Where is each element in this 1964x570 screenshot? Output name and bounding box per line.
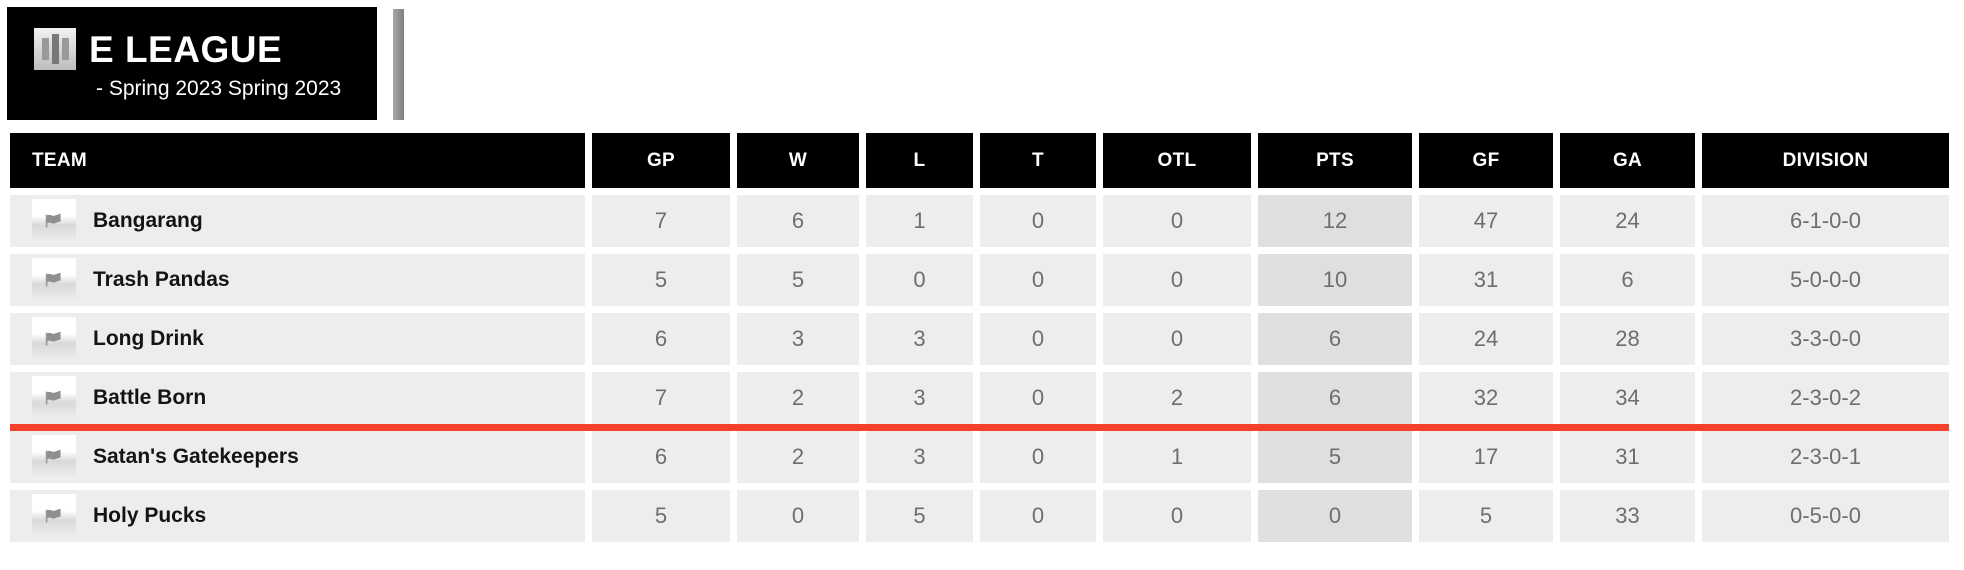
team-row[interactable]: Trash Pandas 5 5 0 0 0 10 31 6 5-0-0-0 — [10, 254, 1949, 306]
team-cell: Holy Pucks — [10, 490, 585, 542]
team-name: Trash Pandas — [93, 268, 230, 291]
team-row[interactable]: Holy Pucks 5 0 5 0 0 0 5 33 0-5-0-0 — [10, 490, 1949, 542]
stat-division: 6-1-0-0 — [1702, 195, 1949, 247]
column-header-gp: GP — [592, 133, 730, 188]
team-row[interactable]: Bangarang 7 6 1 0 0 12 47 24 6-1-0-0 — [10, 195, 1949, 247]
team-flag-icon — [32, 435, 76, 479]
team-cell: Trash Pandas — [10, 254, 585, 306]
stat-t: 0 — [980, 313, 1096, 365]
stat-t: 0 — [980, 195, 1096, 247]
stat-ga: 33 — [1560, 490, 1695, 542]
stat-w: 2 — [737, 431, 859, 483]
standings-header-row: TEAM GP W L T OTL PTS GF GA DIVISION — [10, 133, 1949, 188]
team-cell: Satan's Gatekeepers — [10, 431, 585, 483]
stat-ga: 6 — [1560, 254, 1695, 306]
column-header-ga: GA — [1560, 133, 1695, 188]
stat-w: 0 — [737, 490, 859, 542]
team-flag-icon — [32, 258, 76, 302]
stat-l: 3 — [866, 431, 973, 483]
stat-division: 2-3-0-2 — [1702, 372, 1949, 424]
stat-pts: 12 — [1258, 195, 1412, 247]
league-banner: E LEAGUE - Spring 2023 Spring 2023 — [7, 7, 377, 120]
stat-otl: 1 — [1103, 431, 1251, 483]
stat-pts: 0 — [1258, 490, 1412, 542]
stat-gf: 32 — [1419, 372, 1553, 424]
stat-pts: 5 — [1258, 431, 1412, 483]
stat-gp: 7 — [592, 195, 730, 247]
stat-pts: 10 — [1258, 254, 1412, 306]
stat-otl: 2 — [1103, 372, 1251, 424]
stat-w: 2 — [737, 372, 859, 424]
stat-otl: 0 — [1103, 254, 1251, 306]
stat-t: 0 — [980, 431, 1096, 483]
stat-pts: 6 — [1258, 313, 1412, 365]
stat-l: 3 — [866, 372, 973, 424]
stat-ga: 34 — [1560, 372, 1695, 424]
stat-w: 6 — [737, 195, 859, 247]
stat-division: 0-5-0-0 — [1702, 490, 1949, 542]
column-header-w: W — [737, 133, 859, 188]
stat-t: 0 — [980, 490, 1096, 542]
team-row[interactable]: Satan's Gatekeepers 6 2 3 0 1 5 17 31 2-3-0-1 — [10, 431, 1949, 483]
stat-gp: 5 — [592, 490, 730, 542]
team-flag-icon — [32, 376, 76, 420]
stat-division: 2-3-0-1 — [1702, 431, 1949, 483]
stat-gp: 7 — [592, 372, 730, 424]
stat-gf: 24 — [1419, 313, 1553, 365]
stat-gf: 47 — [1419, 195, 1553, 247]
stat-l: 1 — [866, 195, 973, 247]
team-cell: Battle Born — [10, 372, 585, 424]
column-header-division: DIVISION — [1702, 133, 1949, 188]
stat-t: 0 — [980, 372, 1096, 424]
stat-gf: 31 — [1419, 254, 1553, 306]
league-season-subtitle: - Spring 2023 Spring 2023 — [96, 77, 342, 100]
column-header-t: T — [980, 133, 1096, 188]
stat-otl: 0 — [1103, 195, 1251, 247]
team-row[interactable]: Long Drink 6 3 3 0 0 6 24 28 3-3-0-0 — [10, 313, 1949, 365]
column-header-team: TEAM — [10, 133, 585, 188]
team-name: Battle Born — [93, 386, 207, 409]
stat-division: 5-0-0-0 — [1702, 254, 1949, 306]
stat-l: 0 — [866, 254, 973, 306]
team-flag-icon — [32, 317, 76, 361]
stat-gf: 17 — [1419, 431, 1553, 483]
stat-pts: 6 — [1258, 372, 1412, 424]
team-name: Long Drink — [93, 327, 204, 350]
stat-gp: 6 — [592, 313, 730, 365]
standings-table: TEAM GP W L T OTL PTS GF GA DIVISION Bangarang 7 6 1… — [3, 126, 1956, 549]
bars-logo-icon — [34, 28, 76, 70]
column-header-gf: GF — [1419, 133, 1553, 188]
team-flag-icon — [32, 199, 76, 243]
stat-w: 5 — [737, 254, 859, 306]
playoff-cutoff-line — [10, 424, 1949, 431]
team-name: Satan's Gatekeepers — [93, 445, 299, 468]
stat-ga: 24 — [1560, 195, 1695, 247]
banner-accent-bar — [393, 9, 404, 120]
stat-gp: 6 — [592, 431, 730, 483]
stat-gf: 5 — [1419, 490, 1553, 542]
stat-l: 5 — [866, 490, 973, 542]
stat-ga: 28 — [1560, 313, 1695, 365]
stat-t: 0 — [980, 254, 1096, 306]
stat-gp: 5 — [592, 254, 730, 306]
team-name: Holy Pucks — [93, 504, 207, 527]
team-cell: Long Drink — [10, 313, 585, 365]
stat-l: 3 — [866, 313, 973, 365]
team-name: Bangarang — [93, 209, 203, 232]
team-cell: Bangarang — [10, 195, 585, 247]
stat-division: 3-3-0-0 — [1702, 313, 1949, 365]
column-header-pts: PTS — [1258, 133, 1412, 188]
standings-table-container: TEAM GP W L T OTL PTS GF GA DIVISION Bangarang 7 6 1… — [3, 126, 1956, 549]
stat-otl: 0 — [1103, 490, 1251, 542]
column-header-otl: OTL — [1103, 133, 1251, 188]
stat-ga: 31 — [1560, 431, 1695, 483]
team-flag-icon — [32, 494, 76, 538]
team-row[interactable]: Battle Born 7 2 3 0 2 6 32 34 2-3-0-2 — [10, 372, 1949, 424]
column-header-l: L — [866, 133, 973, 188]
league-title: E LEAGUE — [89, 28, 283, 70]
stat-w: 3 — [737, 313, 859, 365]
stat-otl: 0 — [1103, 313, 1251, 365]
